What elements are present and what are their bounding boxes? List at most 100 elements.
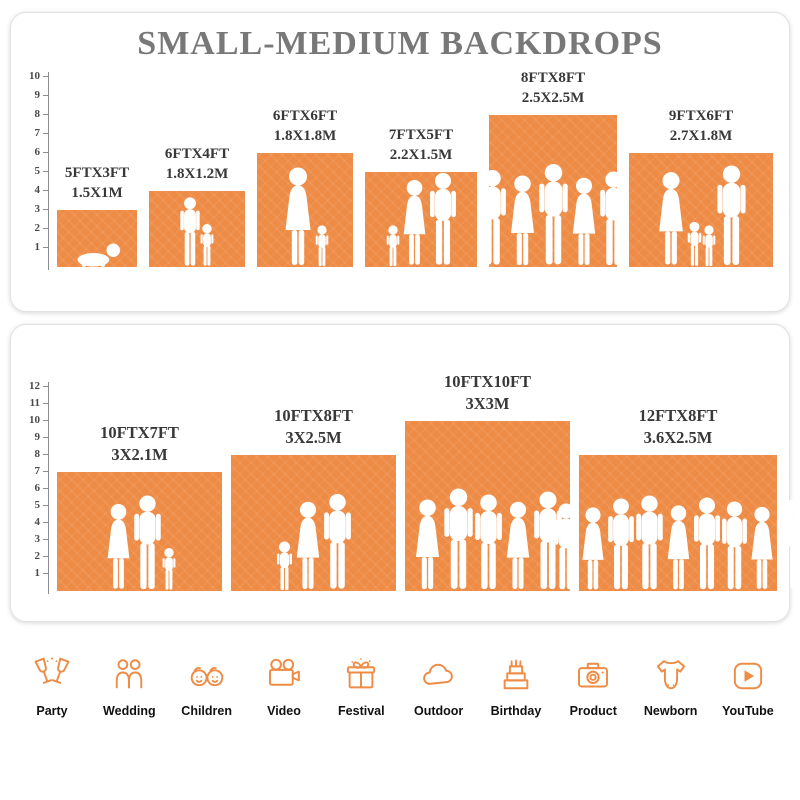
children-icon bbox=[186, 655, 228, 697]
small-medium-panel: SMALL-MEDIUM BACKDROPS 1 2 3 4 5 6 7 8 9 10 5FTX3F… bbox=[10, 12, 790, 312]
woman-silhouette bbox=[285, 167, 311, 265]
ruler-tick bbox=[43, 522, 49, 523]
woman-silhouette bbox=[667, 505, 690, 590]
ruler-number: 2 bbox=[34, 222, 41, 234]
ruler-number: 10 bbox=[29, 70, 40, 82]
ruler-tick bbox=[43, 133, 49, 134]
child-silhouette bbox=[315, 225, 329, 267]
category-product: Product bbox=[557, 655, 629, 718]
child-silhouette bbox=[702, 225, 716, 267]
ruler-number: 1 bbox=[34, 241, 41, 253]
ruler-tick bbox=[43, 420, 49, 421]
backdrop-size-label: 10FTX7FT 3X2.1M bbox=[100, 422, 179, 465]
category-label: Party bbox=[36, 704, 68, 718]
adult-silhouette bbox=[608, 498, 634, 590]
ruler-tick bbox=[43, 247, 49, 248]
adult-silhouette bbox=[717, 165, 746, 265]
woman-silhouette bbox=[659, 172, 683, 265]
category-label: Children bbox=[181, 704, 232, 718]
people-silhouettes bbox=[553, 495, 800, 591]
youtube-icon bbox=[727, 655, 769, 697]
newborn-icon bbox=[650, 655, 692, 697]
ruler-number: 8 bbox=[34, 448, 41, 460]
category-birthday: Birthday bbox=[480, 655, 552, 718]
child-silhouette bbox=[200, 224, 214, 266]
backdrop-size-ft: 12FTX8FT bbox=[638, 406, 718, 426]
backdrop-size-label: 10FTX8FT 3X2.5M bbox=[274, 405, 353, 448]
backdrop-size-ft: 9FTX6FT bbox=[668, 108, 734, 124]
baby-silhouette bbox=[77, 243, 121, 267]
backdrop-size-m: 2.5X2.5M bbox=[521, 89, 585, 106]
category-row: Party Wedding Children Video Festival Outdoor… bbox=[16, 655, 784, 718]
adult-silhouette bbox=[479, 169, 506, 265]
adult-silhouette bbox=[444, 488, 473, 589]
backdrop-size-ft: 10FTX7FT bbox=[100, 423, 179, 443]
party-icon bbox=[31, 655, 73, 697]
ruler-tick bbox=[43, 539, 49, 540]
woman-silhouette bbox=[296, 501, 319, 589]
people-silhouettes bbox=[57, 243, 137, 267]
backdrop-size-m: 3X2.5M bbox=[285, 427, 342, 447]
ruler-number: 5 bbox=[34, 165, 41, 177]
ruler-tick bbox=[43, 152, 49, 153]
adult-silhouette bbox=[429, 172, 456, 265]
product-icon bbox=[572, 655, 614, 697]
woman-silhouette bbox=[416, 499, 439, 590]
category-video: Video bbox=[248, 655, 320, 718]
ruler-tick bbox=[43, 114, 49, 115]
backdrop-size-ft: 5FTX3FT bbox=[64, 165, 130, 181]
backdrop-size-label: 6FTX6FT 1.8X1.8M bbox=[273, 107, 337, 146]
backdrop-size-m: 3X3M bbox=[465, 393, 510, 413]
category-label: Newborn bbox=[643, 704, 698, 718]
ruler-tick bbox=[43, 471, 49, 472]
ruler-number: 12 bbox=[29, 380, 40, 392]
backdrop-size-m: 3.6X2.5M bbox=[643, 427, 713, 447]
ruler-number: 4 bbox=[34, 516, 41, 528]
backdrop-size-label: 5FTX3FT 1.5X1M bbox=[65, 164, 129, 203]
category-children: Children bbox=[171, 655, 243, 718]
people-silhouettes bbox=[257, 167, 353, 267]
large-panel: 1 2 3 4 5 6 7 8 9 10 11 12 10FTX7FT 3X2.1M 10FTX8FT 3X2… bbox=[10, 324, 800, 622]
backdrop-size-m: 1.8X1.2M bbox=[165, 165, 229, 182]
backdrop-size-label: 9FTX6FT 2.7X1.8M bbox=[669, 107, 733, 146]
people-silhouettes bbox=[231, 493, 396, 591]
backdrop-size-label: 12FTX8FT 3.6X2.5M bbox=[639, 405, 718, 448]
ruler-tick bbox=[43, 209, 49, 210]
adult-silhouette bbox=[776, 499, 800, 589]
outdoor-icon bbox=[418, 655, 460, 697]
category-label: Wedding bbox=[103, 704, 156, 718]
ruler-tick bbox=[43, 488, 49, 489]
adult-silhouette bbox=[180, 197, 200, 266]
backdrop-size-ft: 7FTX5FT bbox=[388, 127, 454, 143]
adult-silhouette bbox=[694, 497, 720, 590]
adult-silhouette bbox=[600, 171, 627, 266]
ruler-number: 4 bbox=[34, 184, 41, 196]
child-silhouette bbox=[276, 541, 292, 590]
ruler-tick bbox=[43, 76, 49, 77]
backdrop-rect bbox=[629, 153, 773, 267]
woman-silhouette bbox=[572, 177, 596, 265]
ruler-number: 1 bbox=[34, 567, 41, 579]
ruler-number: 3 bbox=[34, 203, 41, 215]
backdrop-size-ft: 10FTX10FT bbox=[443, 372, 532, 392]
category-newborn: Newborn bbox=[635, 655, 707, 718]
ruler-number: 2 bbox=[34, 550, 41, 562]
woman-silhouette bbox=[582, 507, 604, 590]
ruler-number: 6 bbox=[34, 482, 41, 494]
backdrop-size-label: 7FTX5FT 2.2X1.5M bbox=[389, 126, 453, 165]
woman-silhouette bbox=[107, 504, 129, 589]
page-title: SMALL-MEDIUM BACKDROPS bbox=[137, 25, 663, 62]
category-label: Festival bbox=[338, 704, 385, 718]
category-label: Birthday bbox=[490, 704, 542, 718]
backdrop-size-m: 1.5X1M bbox=[71, 184, 123, 201]
woman-silhouette bbox=[403, 180, 425, 265]
category-wedding: Wedding bbox=[93, 655, 165, 718]
ruler-tick bbox=[43, 556, 49, 557]
ruler-number: 6 bbox=[34, 146, 41, 158]
ruler-number: 3 bbox=[34, 533, 41, 545]
ruler-tick bbox=[43, 190, 49, 191]
category-label: Product bbox=[569, 704, 617, 718]
woman-silhouette bbox=[506, 501, 530, 589]
child-silhouette bbox=[162, 548, 175, 590]
ruler-tick bbox=[43, 437, 49, 438]
